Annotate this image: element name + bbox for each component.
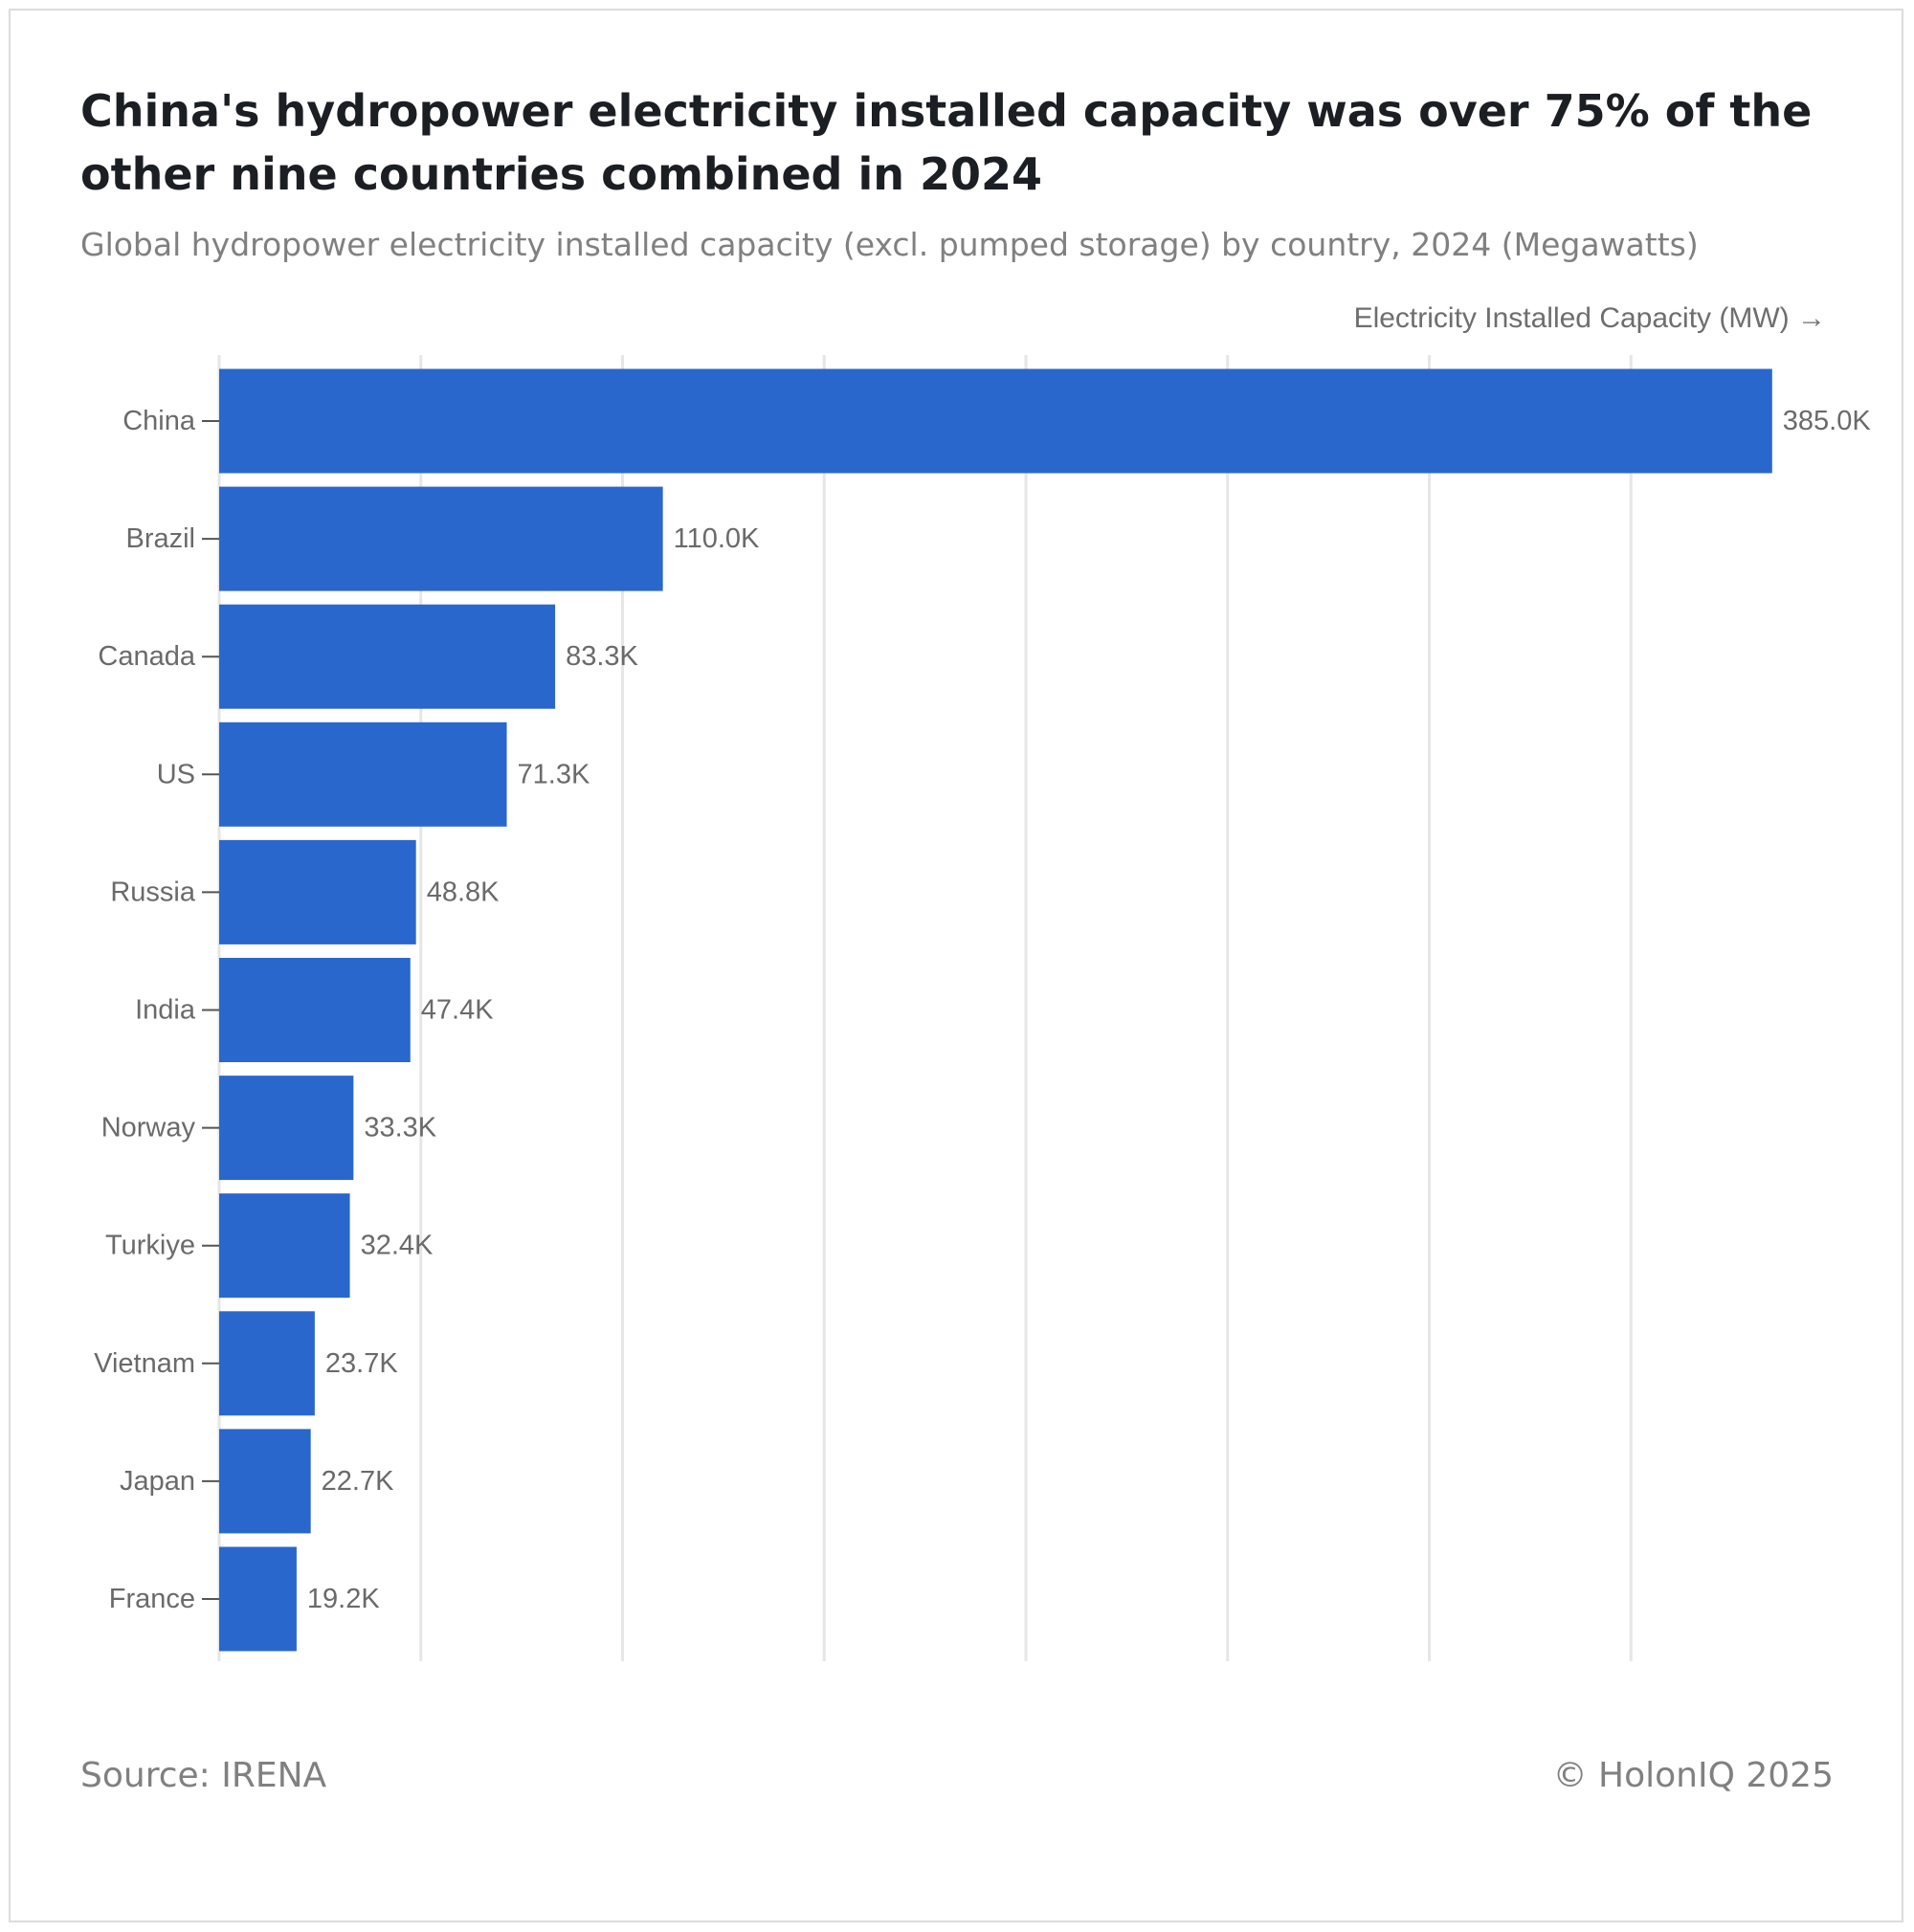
y-tick-label: Norway xyxy=(101,1113,196,1144)
bar-chart: 385.0K 110.0K 83.3K 71.3K 48.8K 47.4K 33.3K 32.… xyxy=(94,355,1871,1661)
bars xyxy=(219,368,1772,1652)
y-tick-label: Vietnam xyxy=(94,1348,195,1379)
data-label: 19.2K xyxy=(307,1584,380,1614)
bar xyxy=(219,839,416,944)
y-axis: China Brazil Canada US Russia India Norway Turk… xyxy=(94,406,219,1614)
data-label: 47.4K xyxy=(421,995,494,1026)
data-label: 71.3K xyxy=(518,759,590,789)
data-label: 83.3K xyxy=(566,641,638,672)
bar xyxy=(219,604,556,709)
data-label: 33.3K xyxy=(364,1113,436,1144)
x-axis-title: Electricity Installed Capacity (MW) → xyxy=(1353,302,1826,334)
bar xyxy=(219,1546,297,1652)
data-label: 23.7K xyxy=(325,1348,398,1379)
y-tick-label: India xyxy=(135,995,196,1026)
y-tick-label: China xyxy=(122,406,196,436)
bar xyxy=(219,486,663,591)
chart-subtitle: Global hydropower electricity installed … xyxy=(80,226,1699,263)
data-label: 385.0K xyxy=(1783,406,1872,436)
source-note: Source: IRENA xyxy=(80,1756,327,1795)
data-label: 22.7K xyxy=(322,1466,394,1497)
y-tick-label: Turkiye xyxy=(105,1231,195,1261)
bar xyxy=(219,958,411,1062)
y-tick-label: US xyxy=(157,759,195,789)
bar xyxy=(219,1076,354,1181)
copyright-note: © HolonIQ 2025 xyxy=(1552,1756,1834,1795)
bar xyxy=(219,1311,315,1416)
data-label: 32.4K xyxy=(361,1231,434,1261)
chart-title: China's hydropower electricity installed… xyxy=(80,85,1813,200)
y-tick-label: Russia xyxy=(110,877,196,907)
chart-card: China's hydropower electricity installed… xyxy=(9,9,1903,1922)
bar xyxy=(219,722,507,827)
bar xyxy=(219,1429,311,1534)
bar xyxy=(219,368,1772,474)
data-label: 110.0K xyxy=(674,523,760,554)
value-labels: 385.0K 110.0K 83.3K 71.3K 48.8K 47.4K 33.3K 32.… xyxy=(307,406,1871,1614)
data-label: 48.8K xyxy=(427,877,500,907)
y-tick-label: France xyxy=(109,1584,195,1614)
y-tick-label: Canada xyxy=(98,641,195,672)
y-tick-label: Brazil xyxy=(125,523,195,554)
bar xyxy=(219,1193,350,1299)
y-tick-label: Japan xyxy=(120,1466,195,1497)
